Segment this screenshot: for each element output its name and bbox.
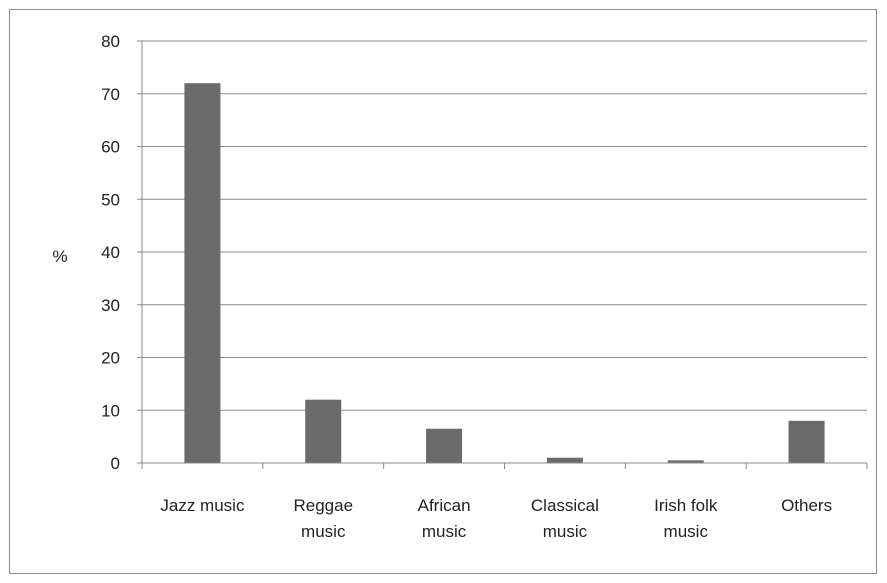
y-tick-label: 50 xyxy=(101,190,120,209)
gridlines xyxy=(142,40,867,411)
y-tick-label: 20 xyxy=(101,349,120,368)
y-tick-label: 70 xyxy=(101,85,120,104)
y-tick-label: 30 xyxy=(101,296,120,315)
bar xyxy=(546,457,583,463)
bars xyxy=(184,83,825,463)
x-category-label: Others xyxy=(781,496,832,515)
y-tick-label: 40 xyxy=(101,243,120,262)
labels: 0 10 20 30 40 50 60 70 80 Jazz music Reggae music Af… xyxy=(52,32,832,541)
y-tick-label: 0 xyxy=(111,454,120,473)
bar xyxy=(184,83,221,463)
x-category-label: Reggae music xyxy=(293,496,353,541)
bar xyxy=(667,460,704,463)
y-tick-label: 10 xyxy=(101,401,120,420)
bar xyxy=(788,420,825,463)
chart-frame xyxy=(9,9,877,574)
x-category-label: Irish folk music xyxy=(654,496,718,541)
y-tick-label: 60 xyxy=(101,138,120,157)
bar xyxy=(426,428,463,463)
bar xyxy=(305,399,342,463)
y-axis-label: % xyxy=(52,247,67,266)
x-category-label: Jazz music xyxy=(160,496,245,515)
axes xyxy=(137,40,868,469)
x-category-label: African music xyxy=(418,496,471,541)
y-tick-label: 80 xyxy=(101,32,120,51)
x-category-label: Classical music xyxy=(531,496,599,541)
